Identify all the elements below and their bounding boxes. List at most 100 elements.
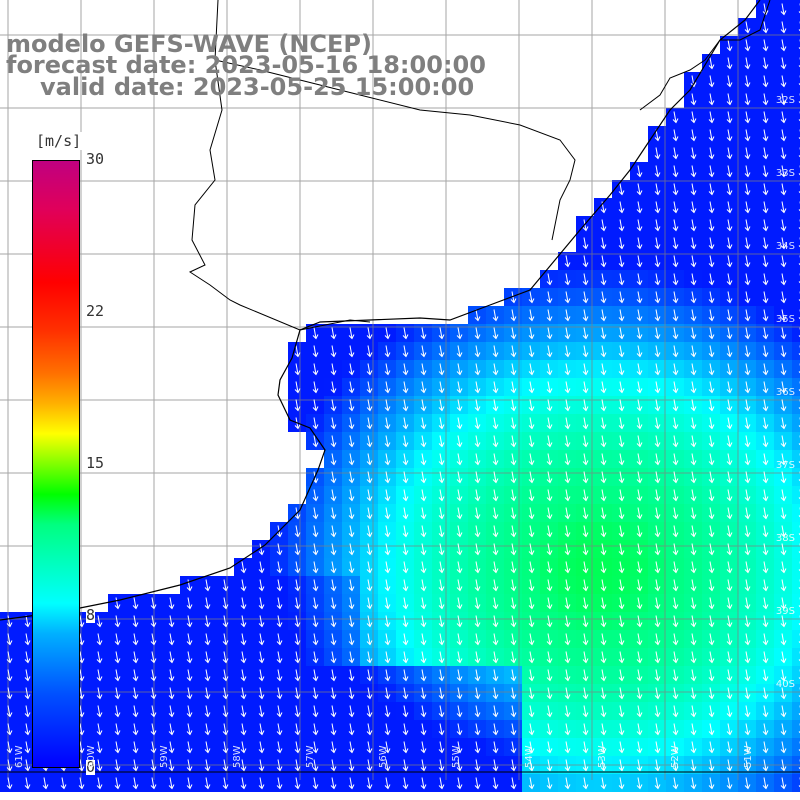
wind-arrow-head [600, 658, 607, 664]
wind-arrow-head [546, 460, 553, 466]
wind-arrow-head [474, 424, 481, 430]
wind-arrow-head [618, 604, 625, 610]
wind-arrow [781, 381, 785, 393]
wind-arrow-head [600, 262, 607, 268]
wind-arrow-head [312, 694, 319, 700]
wind-cell [792, 504, 800, 522]
wind-arrow-head [636, 568, 643, 574]
wind-arrow [205, 579, 209, 591]
wind-arrow [205, 633, 209, 645]
wind-arrow [655, 543, 659, 555]
wind-arrow-head [258, 622, 265, 628]
wind-arrow [727, 669, 731, 681]
wind-arrow-head [618, 208, 625, 214]
wind-arrow [691, 345, 695, 357]
wind-arrow-head [474, 316, 481, 322]
wind-arrow-head [564, 334, 571, 340]
wind-arrow [601, 525, 605, 537]
wind-arrow [403, 489, 407, 501]
wind-arrow [763, 75, 767, 87]
wind-arrow [241, 705, 245, 717]
wind-arrow [385, 417, 389, 429]
wind-arrow-head [672, 550, 679, 556]
wind-arrow-head [726, 460, 733, 466]
wind-arrow-head [726, 46, 733, 52]
wind-arrow [745, 309, 749, 321]
wind-arrow-head [708, 676, 715, 682]
wind-arrow [691, 219, 695, 231]
wind-arrow-head [780, 28, 787, 34]
wind-arrow [781, 543, 785, 555]
wind-arrow-head [582, 316, 589, 322]
wind-arrow-head [438, 568, 445, 574]
wind-arrow-head [564, 406, 571, 412]
wind-arrow [349, 507, 353, 519]
wind-arrow-head [186, 586, 193, 592]
wind-arrow-head [492, 784, 499, 790]
wind-arrow-head [762, 514, 769, 520]
wind-arrow-head [492, 676, 499, 682]
wind-arrow [511, 741, 515, 753]
wind-arrow [367, 687, 371, 699]
wind-arrow-head [672, 424, 679, 430]
wind-arrow [565, 741, 569, 753]
wind-arrow [259, 687, 263, 699]
wind-arrow [601, 381, 605, 393]
wind-arrow-head [690, 244, 697, 250]
wind-arrow-head [402, 424, 409, 430]
wind-arrow-head [474, 604, 481, 610]
wind-arrow [313, 345, 317, 357]
wind-arrow-head [222, 694, 229, 700]
wind-arrow-head [150, 622, 157, 628]
wind-arrow-head [546, 334, 553, 340]
wind-arrow [637, 309, 641, 321]
wind-arrow-head [528, 298, 535, 304]
wind-arrow-head [420, 694, 427, 700]
wind-arrow-head [348, 658, 355, 664]
wind-arrow-head [204, 586, 211, 592]
wind-arrow-head [600, 604, 607, 610]
wind-arrow [277, 669, 281, 681]
wind-arrow [493, 507, 497, 519]
wind-arrow [745, 741, 749, 753]
wind-cell [792, 180, 800, 198]
wind-arrow-head [780, 712, 787, 718]
wind-arrow [97, 777, 101, 789]
wind-arrow [709, 291, 713, 303]
wind-arrow [493, 759, 497, 771]
wind-arrow-head [528, 694, 535, 700]
wind-arrow [583, 453, 587, 465]
wind-arrow-head [654, 352, 661, 358]
wind-arrow [457, 579, 461, 591]
wind-arrow [727, 309, 731, 321]
wind-arrow-head [384, 352, 391, 358]
wind-arrow-head [366, 586, 373, 592]
wind-arrow-head [744, 226, 751, 232]
lon-label: 55W [451, 745, 462, 768]
wind-arrow [493, 363, 497, 375]
forecast-date: forecast date: 2023-05-16 18:00:00 [6, 51, 486, 79]
wind-arrow-head [420, 568, 427, 574]
wind-arrow [637, 597, 641, 609]
wind-arrow-head [762, 244, 769, 250]
wind-arrow-head [222, 658, 229, 664]
wind-arrow [565, 309, 569, 321]
wind-arrow [151, 651, 155, 663]
wind-arrow-head [78, 766, 85, 772]
wind-arrow-head [600, 478, 607, 484]
wind-arrow [385, 453, 389, 465]
wind-arrow [97, 615, 101, 627]
wind-arrow [547, 309, 551, 321]
wind-arrow [25, 759, 29, 771]
wind-arrow-head [24, 784, 31, 790]
wind-arrow-head [438, 496, 445, 502]
wind-arrow-head [168, 622, 175, 628]
wind-arrow-head [330, 406, 337, 412]
wind-arrow-head [330, 532, 337, 538]
wind-arrow [511, 381, 515, 393]
wind-arrow [529, 669, 533, 681]
wind-arrow [133, 597, 137, 609]
wind-arrow-head [96, 622, 103, 628]
wind-arrow-head [366, 748, 373, 754]
wind-arrow [547, 615, 551, 627]
